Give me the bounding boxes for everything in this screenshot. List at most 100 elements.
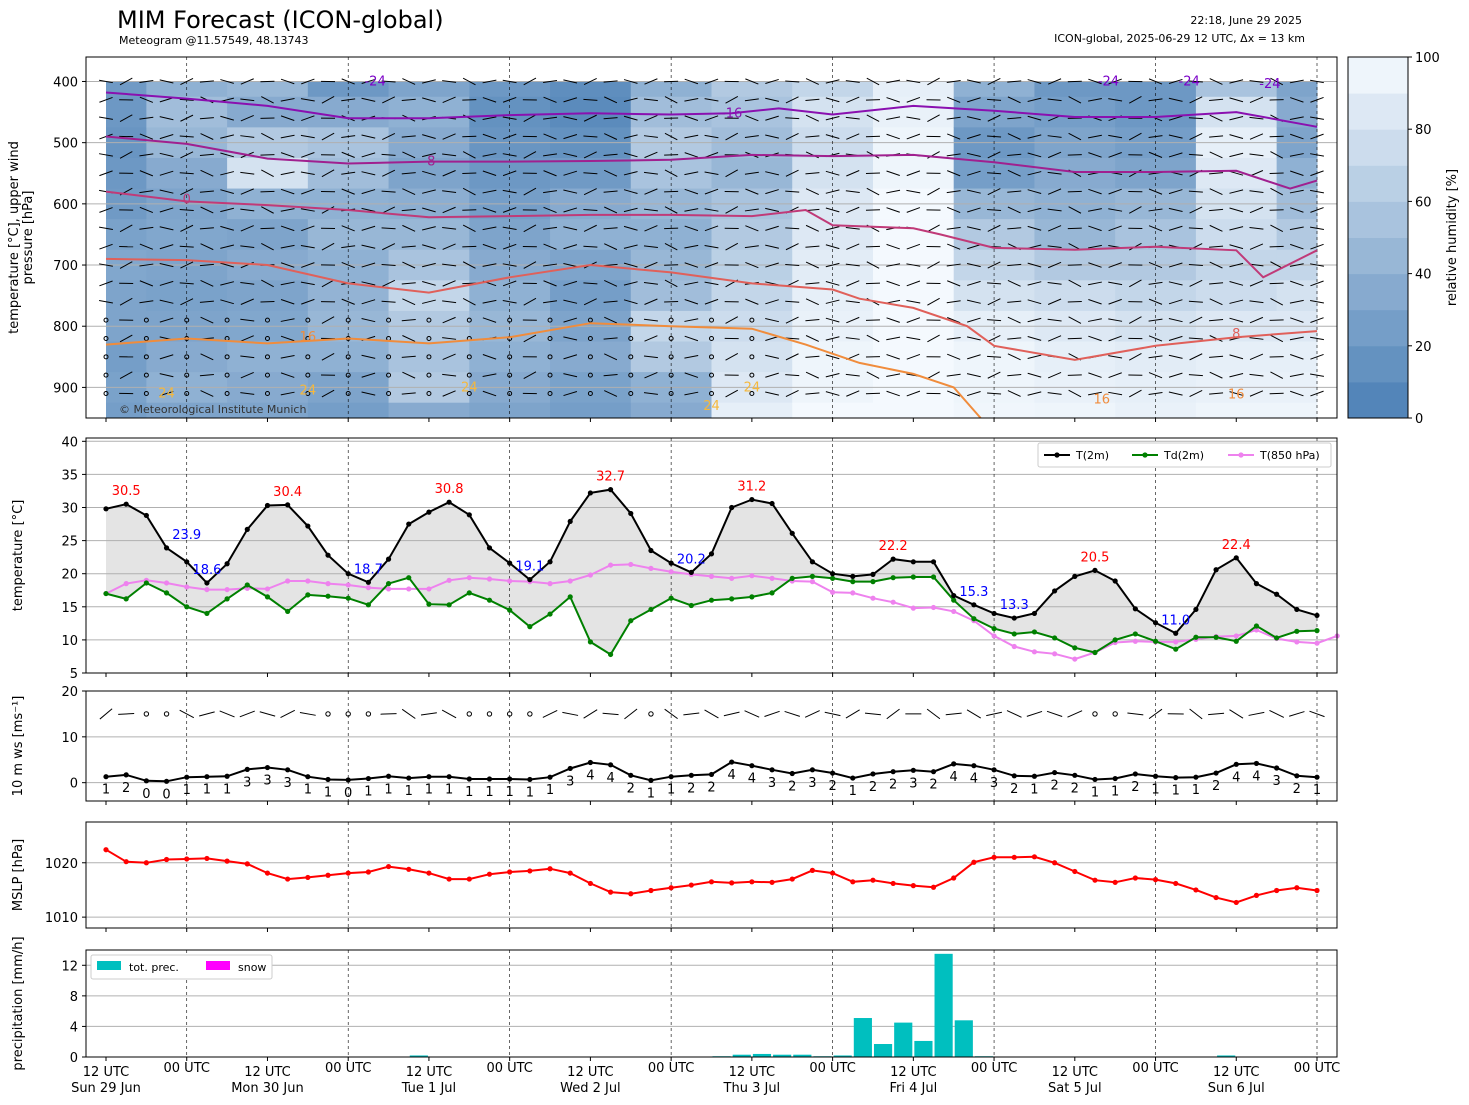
temp-series-point <box>345 571 351 577</box>
wind-barb <box>1189 96 1203 104</box>
surface-calm-marker <box>1092 711 1098 717</box>
rh-cell <box>106 96 147 128</box>
temp-series-point <box>1132 638 1138 644</box>
wind-barb <box>280 171 295 176</box>
wind-barb <box>765 78 779 84</box>
wind-barb <box>1148 208 1163 212</box>
temp-series-point <box>930 559 937 565</box>
calm-marker <box>587 391 593 397</box>
x-day-label: Tue 1 Jul <box>401 1081 456 1096</box>
wind-barb <box>1168 318 1183 323</box>
wind-barb <box>321 132 335 141</box>
wind-barb <box>623 281 638 286</box>
wind-barb <box>623 79 638 84</box>
wind-y-tick-label: 10 <box>61 731 78 746</box>
wind-barb <box>442 337 457 340</box>
wind-barb <box>785 227 800 230</box>
wind-barb <box>1188 80 1203 83</box>
wind-barb <box>886 189 901 194</box>
wind-barb <box>402 261 416 269</box>
rh-cell <box>872 96 955 128</box>
wind-y-tick-label: 0 <box>70 777 78 792</box>
wind-barb <box>523 77 537 86</box>
legend-swatch <box>206 961 230 970</box>
colorbar-tick-label: 100 <box>1415 51 1440 66</box>
wind-speed-label: 0 <box>142 787 150 802</box>
wind-barb <box>240 225 254 232</box>
wind-barb <box>1168 78 1183 84</box>
temp-extreme-label: 22.4 <box>1222 538 1251 553</box>
wind-barb <box>1047 282 1062 285</box>
x-day-label: Thu 3 Jul <box>723 1081 781 1096</box>
calm-marker <box>668 354 674 360</box>
wind-barb <box>99 300 113 304</box>
legend-marker <box>1142 452 1148 458</box>
wind-barb <box>442 153 457 157</box>
rh-cell <box>307 280 390 312</box>
temp-series-point <box>607 487 614 493</box>
wind-barb <box>482 390 497 397</box>
wind-speed-label: 1 <box>1313 783 1321 798</box>
temp-series-point <box>729 596 735 602</box>
wind-barb <box>482 243 497 250</box>
rh-heatmap <box>106 81 1318 419</box>
wind-barb <box>1128 279 1142 288</box>
wind-barb <box>906 300 921 304</box>
wind-speed-point <box>688 772 694 778</box>
wind-barb <box>1027 391 1042 396</box>
wind-barb <box>583 135 598 138</box>
temp-series-point <box>264 586 271 592</box>
calm-marker <box>628 335 634 341</box>
wind-barb <box>845 300 860 304</box>
wind-barb <box>845 116 860 120</box>
precip-y-tick-label: 0 <box>70 1051 78 1066</box>
temp-series-point <box>850 573 856 579</box>
wind-speed-point <box>103 774 109 780</box>
rh-cell <box>227 219 309 251</box>
wind-barb <box>987 334 1001 342</box>
wind-barb <box>1209 114 1223 122</box>
surface-calm-marker <box>648 711 654 717</box>
wind-barb <box>180 224 194 232</box>
mslp-point <box>123 859 129 865</box>
temp-series-point <box>345 595 351 601</box>
surface-calm-marker <box>365 711 372 717</box>
temp-series-line <box>105 563 1338 661</box>
surface-wind-barb <box>723 711 740 717</box>
wind-barb <box>139 300 154 304</box>
wind-barb <box>946 80 961 83</box>
wind-barb <box>886 336 901 341</box>
temp-series-point <box>1152 620 1159 626</box>
calm-marker <box>668 335 674 341</box>
temp-series-point <box>345 582 351 588</box>
legend-label: snow <box>238 961 266 974</box>
wind-barb <box>1310 189 1324 194</box>
wind-barb <box>1209 78 1223 85</box>
wind-barb <box>725 132 739 141</box>
rh-cell <box>1195 219 1278 251</box>
temp-y-tick-label: 40 <box>61 435 78 450</box>
wind-speed-point <box>1253 760 1260 767</box>
temp-series-point <box>951 608 957 615</box>
wind-barb <box>987 98 1002 101</box>
wind-speed-point <box>668 774 674 780</box>
wind-barb <box>1108 208 1123 212</box>
temp-series-point <box>123 501 129 507</box>
wind-barb <box>664 242 678 251</box>
wind-barb <box>321 95 335 104</box>
wind-barb <box>906 243 921 250</box>
temp-series-point <box>426 601 432 607</box>
calm-marker <box>709 317 714 323</box>
wind-barb <box>623 115 638 121</box>
x-tick-label: 12 UTC <box>890 1065 936 1080</box>
wind-barb <box>987 371 1001 379</box>
wind-barb <box>1148 261 1163 269</box>
surface-wind-barb <box>764 710 780 717</box>
wind-barb <box>1168 207 1183 213</box>
wind-barb <box>422 262 436 268</box>
wind-barb <box>280 115 295 121</box>
wind-barb <box>523 114 537 123</box>
wind-barb <box>442 80 457 83</box>
calm-marker <box>466 354 472 360</box>
wind-barb <box>482 207 497 213</box>
